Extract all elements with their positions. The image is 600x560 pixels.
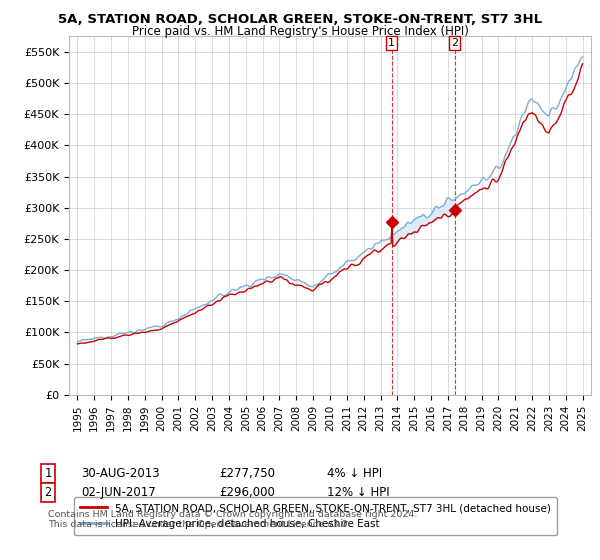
Text: £296,000: £296,000 [219, 486, 275, 500]
Text: 2: 2 [44, 486, 52, 500]
Text: Contains HM Land Registry data © Crown copyright and database right 2024.
This d: Contains HM Land Registry data © Crown c… [48, 510, 418, 529]
Text: 2: 2 [451, 38, 458, 48]
Text: 1: 1 [388, 38, 395, 48]
Text: 4% ↓ HPI: 4% ↓ HPI [327, 466, 382, 480]
Text: Price paid vs. HM Land Registry's House Price Index (HPI): Price paid vs. HM Land Registry's House … [131, 25, 469, 38]
Text: 30-AUG-2013: 30-AUG-2013 [81, 466, 160, 480]
Text: 1: 1 [44, 466, 52, 480]
Text: 02-JUN-2017: 02-JUN-2017 [81, 486, 156, 500]
Bar [449, 36, 460, 50]
Text: £277,750: £277,750 [219, 466, 275, 480]
Bar [386, 36, 397, 50]
Text: 12% ↓ HPI: 12% ↓ HPI [327, 486, 389, 500]
Text: 5A, STATION ROAD, SCHOLAR GREEN, STOKE-ON-TRENT, ST7 3HL: 5A, STATION ROAD, SCHOLAR GREEN, STOKE-O… [58, 13, 542, 26]
Legend: 5A, STATION ROAD, SCHOLAR GREEN, STOKE-ON-TRENT, ST7 3HL (detached house), HPI: : 5A, STATION ROAD, SCHOLAR GREEN, STOKE-O… [74, 497, 557, 535]
